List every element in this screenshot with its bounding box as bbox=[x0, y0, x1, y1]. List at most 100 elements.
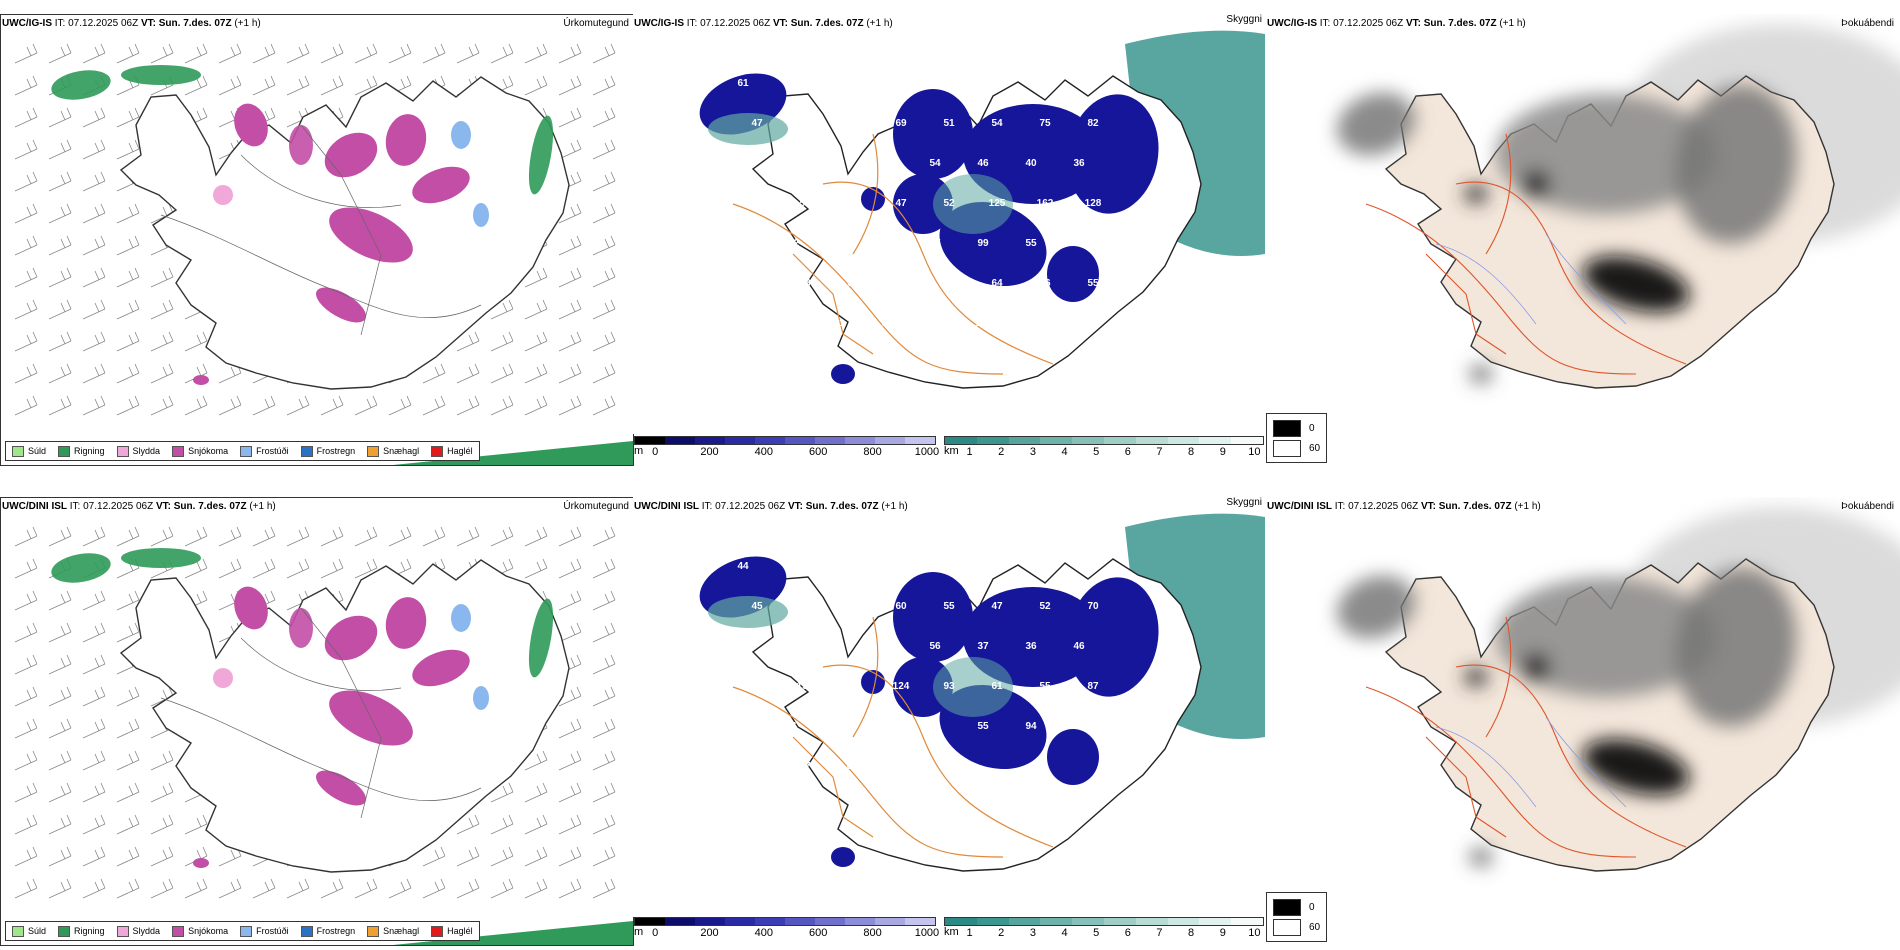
road-network bbox=[732, 616, 1054, 858]
colorbar-segment bbox=[755, 437, 785, 444]
legend-swatch bbox=[116, 925, 129, 937]
colorbar-tick: 9 bbox=[1219, 446, 1226, 458]
colorbar-segment bbox=[1199, 918, 1232, 925]
it-label: IT: bbox=[701, 501, 713, 512]
fog-legend-label: 0 bbox=[1309, 422, 1315, 434]
colorbar-tick: 9 bbox=[1219, 927, 1226, 939]
colorbar-segment bbox=[815, 437, 845, 444]
colorbar-segment bbox=[845, 437, 875, 444]
ceiling-value-label: 59 bbox=[1025, 561, 1037, 572]
colorbar-segment bbox=[1040, 918, 1073, 925]
ceiling-value-label: 92 bbox=[833, 561, 845, 572]
colorbar-tick: 6 bbox=[1124, 446, 1131, 458]
colorbar-tick: 5 bbox=[1093, 927, 1100, 939]
ceiling-value-label: 55 bbox=[1039, 681, 1051, 692]
colorbar-segment bbox=[1199, 437, 1232, 444]
colorbar-segment bbox=[1103, 437, 1136, 444]
ceiling-colorbar-top: 0 200 400 600 800 1000 m bbox=[634, 436, 940, 459]
ceiling-value-label: 148 bbox=[927, 318, 944, 329]
ceiling-value-label: 204 bbox=[735, 238, 752, 249]
colorbar-tick: 1 bbox=[966, 446, 973, 458]
fog-legend-bottom: 0 60 bbox=[1266, 892, 1328, 942]
ceiling-value-label: 55 bbox=[977, 721, 989, 732]
legend-item: Slydda bbox=[116, 445, 160, 457]
legend-item: Frostregn bbox=[300, 925, 356, 937]
colorbar-tick: 800 bbox=[863, 446, 882, 458]
legend-label: Rigning bbox=[74, 446, 105, 456]
it-value: 07.12.2025 06Z bbox=[68, 18, 139, 29]
colorbar-segment bbox=[755, 918, 785, 925]
ceiling-value-label: 105 bbox=[749, 278, 766, 289]
ceiling-value-label: 57 bbox=[799, 761, 811, 772]
header-precip-top: UWC/IG-IS IT: 07.12.2025 06Z VT: Sun. 7.… bbox=[2, 16, 632, 32]
colorbar-segment bbox=[635, 918, 665, 925]
header-precip-bottom: UWC/DINI ISL IT: 07.12.2025 06Z VT: Sun.… bbox=[2, 499, 632, 515]
ceiling-value-label: 55 bbox=[943, 601, 955, 612]
iceland-landmass bbox=[51, 548, 570, 873]
colorbar-tick: 1000 bbox=[914, 446, 940, 458]
it-value: 07.12.2025 06Z bbox=[700, 18, 771, 29]
fog-legend-item: 60 bbox=[1273, 438, 1320, 458]
ceiling-value-label: 118 bbox=[845, 761, 862, 772]
ceiling-value-label: 48 bbox=[847, 601, 859, 612]
legend-item: Snjókoma bbox=[172, 445, 228, 457]
vt-value: Sun. 7.des. 07Z bbox=[805, 501, 879, 512]
ceiling-value-label: 36 bbox=[1073, 158, 1085, 169]
vt-label: VT: bbox=[1405, 18, 1421, 29]
colorbar-segment bbox=[976, 918, 1009, 925]
ceiling-value-label: 55 bbox=[1087, 278, 1099, 289]
colorbar-tick: 4 bbox=[1061, 927, 1068, 939]
legend-item: Snæhagl bbox=[367, 445, 419, 457]
ceiling-value-label: 46 bbox=[1073, 641, 1085, 652]
ceiling-value-label: 62 bbox=[833, 158, 845, 169]
fog-legend-item: 0 bbox=[1273, 418, 1320, 438]
colorbar-tick: 10 bbox=[1248, 927, 1261, 939]
ceiling-value-label: 48 bbox=[895, 761, 907, 772]
fog-legend-item: 0 bbox=[1273, 897, 1320, 917]
colorbar-segment bbox=[1135, 918, 1168, 925]
ceiling-value-label: 48 bbox=[881, 238, 893, 249]
colorbar-tick: 200 bbox=[700, 927, 719, 939]
legend-item: Snjókoma bbox=[172, 925, 229, 937]
legend-label: Frostregn bbox=[316, 926, 356, 936]
legend-label: Súld bbox=[28, 926, 47, 936]
legend-label: Snjókoma bbox=[188, 926, 229, 936]
colorbar-tick: 0 bbox=[652, 927, 659, 939]
iceland-landmass bbox=[1337, 75, 1835, 389]
ceiling-unit: m bbox=[634, 926, 644, 938]
forecast-offset: (+1 h) bbox=[249, 501, 276, 512]
colorbar-segment bbox=[976, 437, 1009, 444]
ceiling-value-label: 56 bbox=[737, 641, 749, 652]
legend-label: Haglél bbox=[447, 926, 473, 936]
forecast-offset: (+1 h) bbox=[1499, 18, 1526, 29]
it-label: IT: bbox=[1334, 501, 1346, 512]
ceiling-value-label: 125 bbox=[989, 198, 1006, 209]
fog-panel-top bbox=[1266, 14, 1900, 464]
ceiling-value-label: 81 bbox=[833, 641, 845, 652]
fog-panel-bottom bbox=[1266, 497, 1900, 944]
legend-swatch bbox=[58, 925, 71, 937]
colorbar-segment bbox=[695, 918, 725, 925]
ceiling-value-label: 50 bbox=[799, 198, 811, 209]
ceiling-value-label: 36 bbox=[1039, 278, 1051, 289]
it-label: IT: bbox=[69, 501, 81, 512]
visibility-panel-top: 61 89 72 69 57 64 58 76 47 77 59 69 51 54 75 82 125 86 62 6… bbox=[633, 14, 1265, 464]
visibility-unit: km bbox=[944, 445, 959, 457]
legend-item: Haglél bbox=[431, 925, 473, 937]
legend-item: Súld bbox=[12, 925, 47, 937]
ceiling-value-label: 69 bbox=[895, 118, 907, 129]
panel-title-fog: Þokuábendi bbox=[1841, 501, 1894, 512]
legend-item: Frostregn bbox=[300, 445, 355, 457]
it-label: IT: bbox=[1319, 18, 1331, 29]
colorbar-tick: 800 bbox=[863, 927, 882, 939]
ceiling-value-label: 118 bbox=[845, 681, 862, 692]
colorbar-segment bbox=[695, 437, 725, 444]
legend-item: Rigning bbox=[58, 925, 105, 937]
ceiling-value-label: 128 bbox=[1085, 198, 1102, 209]
precip-map-bottom bbox=[1, 498, 633, 945]
ceiling-value-label: 56 bbox=[929, 641, 941, 652]
legend-swatch bbox=[431, 445, 444, 457]
fog-legend-swatch bbox=[1273, 439, 1301, 457]
legend-swatch bbox=[116, 445, 129, 457]
legend-label: Snæhagl bbox=[383, 926, 420, 936]
